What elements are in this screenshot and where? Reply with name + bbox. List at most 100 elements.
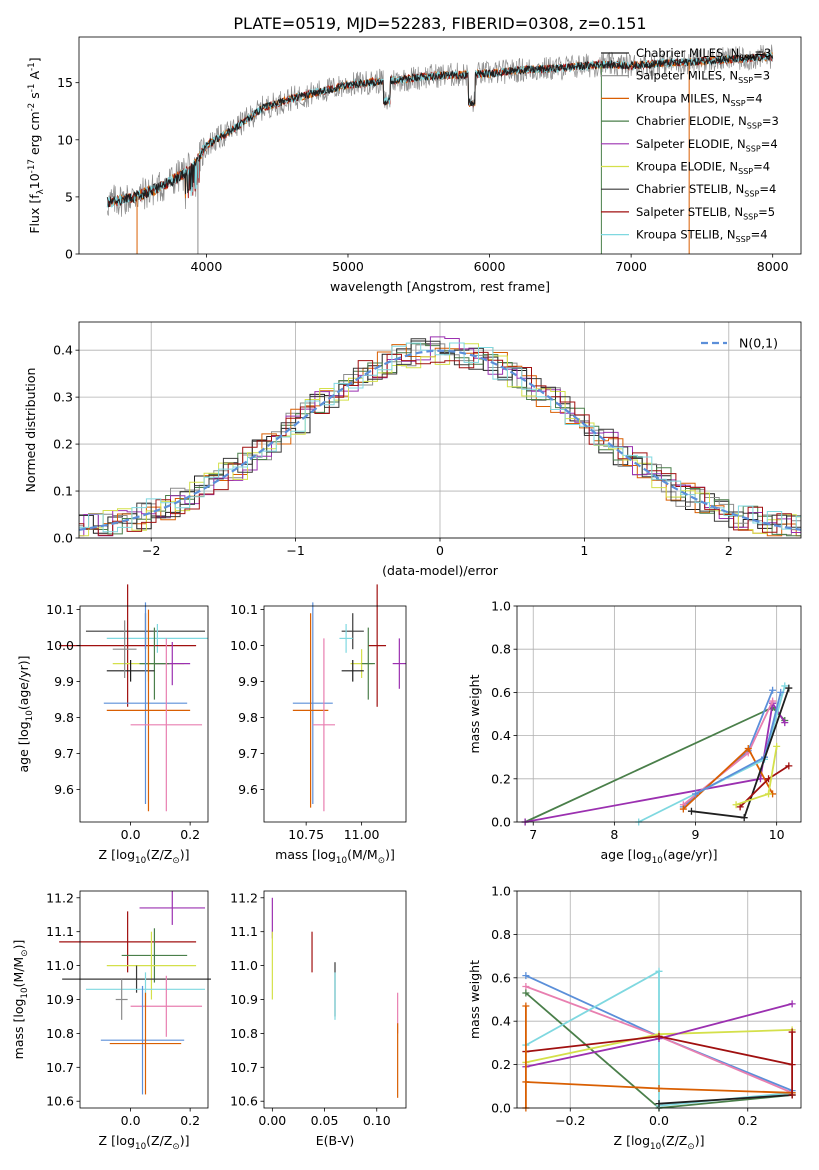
weights_vs_age-ylabel: mass weight	[467, 674, 482, 753]
weights_vs_Z-xtick-label: 0.0	[649, 1113, 669, 1128]
spectrum-xtick-label: 8000	[757, 259, 789, 274]
spectrum-ytick-label: 10	[57, 132, 73, 147]
mass_vs_ebv-xtick-label: 0.05	[311, 1113, 339, 1128]
mass_vs_ebv-xlabel: E(B-V)	[316, 1133, 355, 1148]
weights_vs_age-marker-5-2	[781, 682, 789, 690]
weights_vs_age-marker-9-0	[732, 801, 740, 809]
weights_vs_Z-ytick-label: 0.0	[491, 1101, 511, 1116]
mass_vs_Z-frame	[79, 890, 209, 1109]
residual-hist-7	[79, 351, 801, 536]
spectrum-legend-entry-7: Salpeter STELIB, NSSP​=5	[636, 205, 775, 221]
weights_vs_age-xtick-label: 9	[692, 827, 700, 842]
spectrum-xtick-label: 5000	[332, 259, 364, 274]
mass_vs_Z-xtick-label: 0.2	[180, 1113, 200, 1128]
weights_vs_age-frame	[516, 605, 802, 823]
residuals-xtick-label: −1	[286, 543, 304, 558]
weights_vs_Z-marker-7-1	[655, 1084, 663, 1092]
weights_vs_age-marker-6-2	[777, 688, 785, 696]
residual-hist-6	[79, 338, 801, 528]
age_vs_Z-ytick-label: 10.1	[46, 602, 74, 617]
weights_vs_Z-marker-9-1	[522, 1002, 530, 1010]
spectrum-frame	[78, 36, 802, 255]
mass_vs_Z-ytick-label: 10.6	[46, 1094, 74, 1109]
residuals-ytick-label: 0.3	[53, 390, 73, 405]
mass_vs_ebv-xtick-label: 0.10	[363, 1113, 391, 1128]
weights_vs_age-marker-8-2	[785, 762, 793, 770]
residuals-xtick-label: 1	[580, 543, 588, 558]
weights_vs_age-xlabel: age [log10​(age/yr)]	[600, 847, 717, 866]
spectrum-xtick-label: 6000	[474, 259, 506, 274]
mass_vs_Z-ytick-label: 11.0	[46, 958, 74, 973]
residuals-hists	[79, 336, 801, 537]
weights_vs_age-xtick-label: 7	[529, 827, 537, 842]
weights_vs_age-marker-3-2	[769, 697, 777, 705]
age_vs_mass-frame	[263, 605, 407, 823]
age_vs_Z-ytick-label: 9.9	[54, 674, 74, 689]
spectrum-line-1	[106, 44, 774, 217]
mass_vs_ebv-ytick-label: 10.8	[230, 1026, 258, 1041]
residuals-ytick-label: 0.1	[53, 484, 73, 499]
spectrum-line-0	[106, 51, 774, 208]
residuals-ytick-label: 0.2	[53, 437, 73, 452]
age_vs_Z-ytick-label: 9.6	[54, 782, 74, 797]
weights_vs_age-series-5	[638, 685, 786, 823]
weights_vs_Z-marker-8-0	[655, 1100, 663, 1108]
spectrum-legend-entry-6: Chabrier STELIB, NSSP​=4	[636, 182, 776, 198]
mass_vs_Z-ytick-label: 10.8	[46, 1026, 74, 1041]
weights_vs_age-xtick-label: 10	[769, 827, 785, 842]
figure-title: PLATE=0519, MJD=52283, FIBERID=0308, z=0…	[233, 14, 646, 33]
mass_vs_ebv-ytick-label: 10.7	[230, 1060, 258, 1075]
weights_vs_age-marker-1-3	[781, 719, 789, 727]
age_vs_mass-xtick-label: 11.00	[344, 827, 380, 842]
weights_vs_Z-ytick-label: 0.8	[491, 927, 511, 942]
weights_vs_Z-frame	[516, 890, 802, 1109]
residual-hist-5	[79, 342, 801, 537]
age_vs_mass-ytick-label: 9.8	[238, 710, 258, 725]
spectrum-ytick-label: 15	[57, 75, 73, 90]
mass_vs_Z-ytick-label: 10.7	[46, 1060, 74, 1075]
mass_vs_Z-ylabel: mass [log10​(M/M⊙​)]	[11, 940, 30, 1060]
weights_vs_age-marker-4-0	[679, 805, 687, 813]
mass_vs_ebv-frame	[263, 890, 407, 1109]
mass_vs_ebv-ytick-label: 10.6	[230, 1094, 258, 1109]
weights_vs_age-series-0	[524, 706, 786, 823]
mass_vs_ebv-ytick-label: 10.9	[230, 992, 258, 1007]
weights_vs_Z-marker-10-1	[788, 1028, 796, 1036]
age_vs_Z-ytick-label: 10.0	[46, 638, 74, 653]
weights_vs_age-series-1	[524, 700, 786, 823]
weights_vs_age-marker-9-2	[773, 742, 781, 750]
normal-reference-curve	[79, 349, 801, 531]
weights_vs_age-series-2	[682, 689, 774, 808]
weights_vs_Z-ylabel: mass weight	[467, 960, 482, 1039]
mass_vs_ebv-ytick-label: 11.0	[230, 958, 258, 973]
spectrum-legend-entry-2: Kroupa MILES, NSSP​=4	[636, 91, 763, 107]
spectrum-legend-entry-3: Chabrier ELODIE, NSSP​=3	[636, 114, 779, 130]
weights_vs_Z-xlabel: Z [log10​(Z/Z⊙​)]	[614, 1133, 705, 1152]
spectrum-xlabel: wavelength [Angstrom, rest frame]	[330, 279, 550, 294]
weights_vs_age-ytick-label: 0.0	[491, 815, 511, 830]
spectrum-xtick-label: 7000	[615, 259, 647, 274]
spectrum-legend-entry-4: Salpeter ELODIE, NSSP​=4	[636, 137, 778, 153]
weights_vs_Z-xtick-label: −0.2	[555, 1113, 585, 1128]
spectrum-legend-entry-8: Kroupa STELIB, NSSP​=4	[636, 228, 768, 244]
age_vs_mass-ytick-label: 9.9	[238, 674, 258, 689]
weights_vs_Z-marker-2-0	[522, 989, 530, 997]
weights_vs_age-ytick-label: 0.6	[491, 685, 511, 700]
residuals-xtick-label: 2	[725, 543, 733, 558]
weights_vs_age-marker-8-0	[736, 803, 744, 811]
age_vs_mass-xtick-label: 10.75	[288, 827, 324, 842]
weights_vs_Z-marker-5-2	[788, 1000, 796, 1008]
residuals-xlabel: (data-model)/error	[382, 563, 499, 578]
age_vs_mass-ytick-label: 9.6	[238, 782, 258, 797]
age_vs_Z-xtick-label: 0.0	[121, 827, 141, 842]
residuals-frame	[78, 321, 802, 539]
mass_vs_ebv-ytick-label: 11.1	[230, 924, 258, 939]
weights_vs_age-marker-7-0	[687, 807, 695, 815]
weights_vs_Z-ytick-label: 1.0	[491, 884, 511, 899]
weights_vs_age-marker-7-1	[740, 814, 748, 822]
residual-hist-1	[79, 343, 801, 536]
weights_vs_Z-xtick-label: 0.2	[738, 1113, 758, 1128]
spectrum-legend-entry-0: Chabrier MILES, NSSP​=3	[636, 46, 771, 62]
spectrum-lines	[106, 44, 774, 254]
